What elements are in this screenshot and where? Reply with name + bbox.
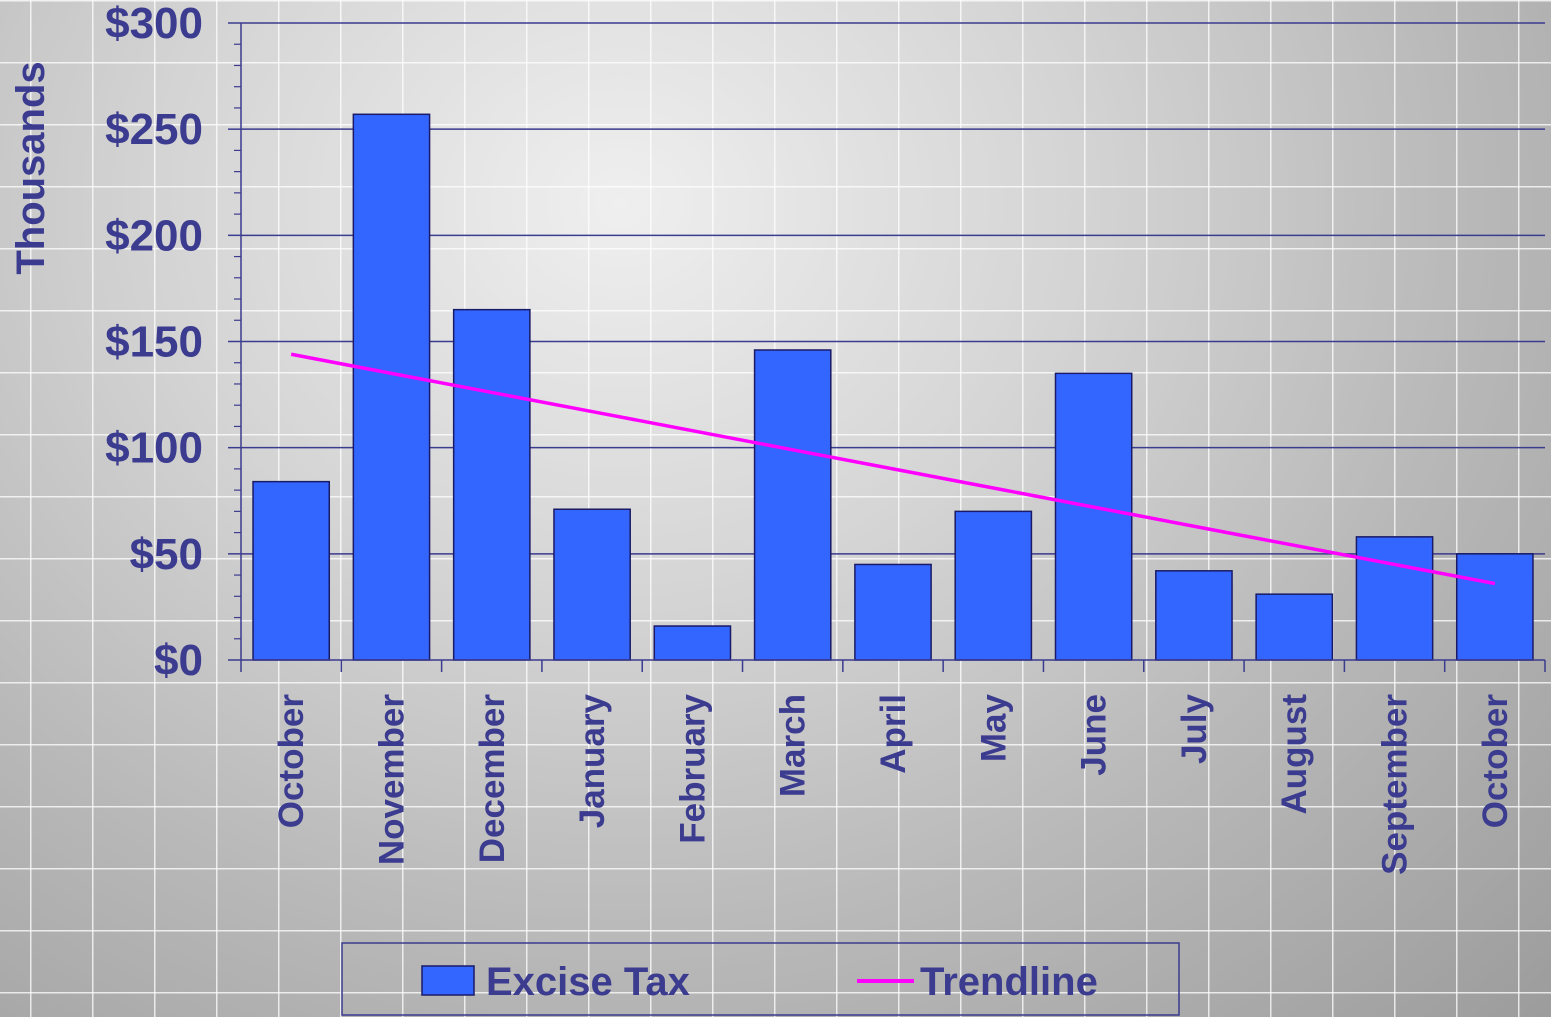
- trendline-group: [290, 352, 1496, 586]
- x-tick-label: December: [473, 694, 512, 864]
- y-tick-label: $50: [130, 530, 203, 579]
- bar: [954, 510, 1033, 661]
- bar: [1455, 553, 1534, 661]
- legend-box: [341, 942, 1180, 1016]
- x-tick-label: September: [1376, 694, 1415, 875]
- x-tick-label: April: [874, 694, 913, 774]
- bar: [1155, 570, 1233, 661]
- x-tick-label: March: [774, 694, 813, 797]
- x-tick-label: May: [974, 693, 1013, 762]
- x-tick-label: January: [573, 693, 612, 828]
- bar: [553, 508, 631, 661]
- x-tick-label: August: [1275, 694, 1314, 815]
- gridlines: [241, 22, 1545, 555]
- y-tick-label: $300: [105, 0, 203, 48]
- x-tick-label: February: [673, 693, 712, 843]
- bar: [753, 349, 832, 661]
- x-tick-label: July: [1175, 693, 1214, 764]
- bar: [1355, 536, 1434, 661]
- bar: [352, 113, 431, 661]
- y-axis-label: Thousands: [9, 61, 53, 274]
- trendline: [290, 352, 1496, 586]
- legend-label-trendline: Trendline: [920, 960, 1098, 1004]
- x-tick-label: June: [1075, 694, 1114, 776]
- bar: [1255, 593, 1334, 661]
- y-tick-label: $150: [105, 318, 203, 367]
- x-tick-label: October: [272, 694, 311, 829]
- bar: [854, 563, 932, 661]
- bars: [252, 113, 1534, 661]
- bar: [452, 308, 531, 661]
- axes: [228, 22, 1546, 672]
- x-tick-labels: October November December January February Ma…: [272, 693, 1515, 874]
- y-tick-label: $0: [154, 636, 203, 685]
- legend: Excise Tax Trendline: [341, 942, 1180, 1016]
- x-tick-label: November: [372, 694, 411, 866]
- y-tick-label: $200: [105, 211, 203, 260]
- legend-label-excise-tax: Excise Tax: [486, 960, 690, 1004]
- y-tick-labels: $0 $50 $100 $150 $200 $250 $300: [105, 0, 203, 685]
- y-tick-label: $100: [105, 424, 203, 473]
- bar: [653, 625, 732, 661]
- x-tick-label: October: [1476, 694, 1515, 829]
- y-tick-label: $250: [105, 105, 203, 154]
- legend-swatch-excise-tax: [421, 965, 475, 996]
- bar: [252, 480, 331, 661]
- bar: [1054, 372, 1133, 661]
